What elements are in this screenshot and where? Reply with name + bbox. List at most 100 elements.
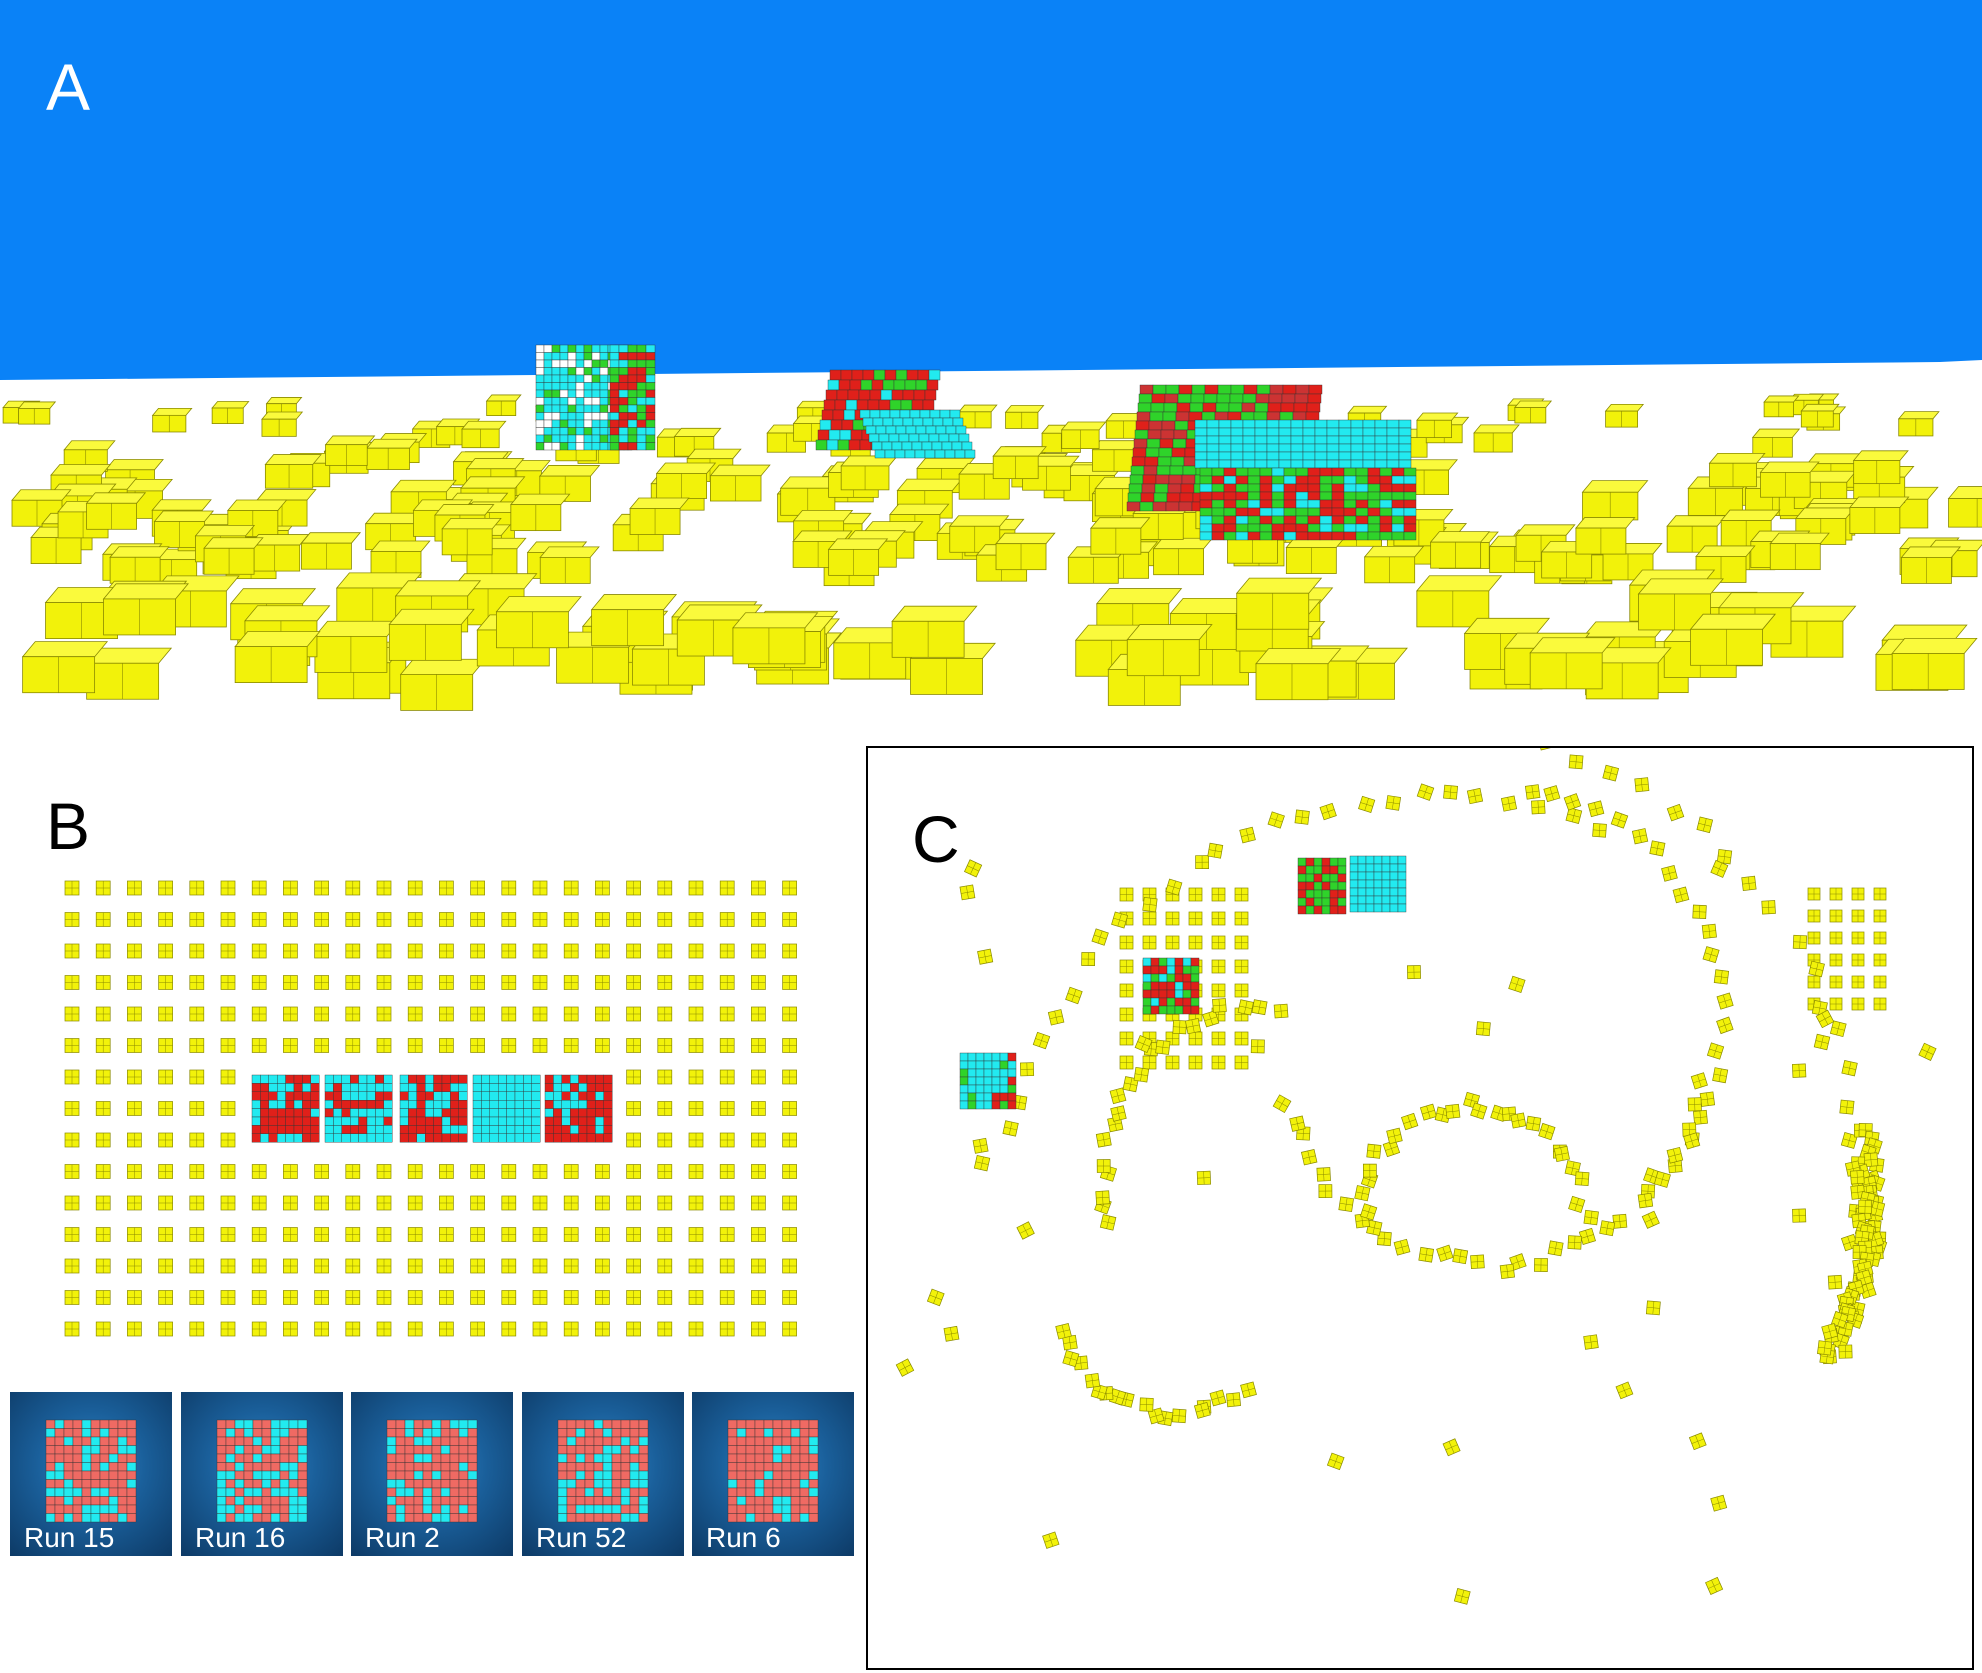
block (220, 1164, 236, 1179)
block (95, 1164, 111, 1179)
block (127, 1006, 142, 1022)
block (709, 464, 771, 502)
block (1807, 887, 1821, 901)
block (1062, 1350, 1080, 1368)
block (345, 1195, 361, 1211)
block (657, 943, 673, 959)
block (1769, 532, 1830, 571)
block (158, 1258, 173, 1274)
block (220, 912, 236, 927)
block (1240, 1381, 1257, 1399)
block (782, 1006, 797, 1022)
block (1418, 1246, 1435, 1263)
block (376, 975, 392, 990)
block (345, 880, 361, 896)
block (345, 975, 361, 990)
block (1466, 787, 1484, 805)
block (501, 1195, 517, 1211)
block (563, 1290, 579, 1305)
robots-top-view (959, 855, 1407, 1110)
block (407, 1164, 423, 1179)
block (532, 1006, 548, 1022)
block-grid-view (64, 880, 797, 1337)
block (1708, 452, 1766, 488)
block (1499, 1263, 1515, 1280)
robot (216, 1419, 308, 1523)
block (1645, 1300, 1661, 1316)
block (563, 943, 579, 959)
block (495, 596, 582, 649)
block (657, 1290, 673, 1305)
block (189, 1290, 205, 1305)
run-thumbnail: Run 15 (10, 1392, 172, 1556)
block (751, 1321, 766, 1337)
block (220, 943, 236, 959)
block (1119, 887, 1134, 902)
block (532, 912, 548, 927)
block (1184, 1018, 1202, 1035)
block (688, 1227, 704, 1242)
block (1615, 1381, 1634, 1400)
block (251, 1290, 267, 1305)
block (657, 1069, 673, 1085)
block (220, 1101, 236, 1116)
block (626, 975, 641, 990)
block (895, 1358, 915, 1377)
block (189, 975, 205, 990)
block (220, 1321, 236, 1337)
block (158, 1164, 173, 1179)
block (1165, 911, 1180, 926)
block (926, 1288, 945, 1307)
scattered-blocks (895, 748, 1937, 1605)
block (64, 1290, 80, 1305)
block (1119, 959, 1134, 974)
block (439, 1290, 454, 1305)
block (1251, 999, 1268, 1016)
block (189, 1132, 205, 1148)
block (251, 1227, 267, 1242)
block (688, 1164, 704, 1179)
block (595, 975, 610, 990)
block (127, 1038, 142, 1053)
block (407, 1321, 423, 1337)
block (64, 1164, 80, 1179)
block (732, 612, 819, 665)
block (1207, 842, 1224, 859)
block (470, 1227, 485, 1242)
block (376, 1290, 392, 1305)
block (1829, 931, 1843, 945)
block (470, 975, 485, 990)
block (719, 1069, 735, 1085)
block (441, 517, 502, 556)
block (1081, 952, 1096, 966)
block (251, 975, 267, 990)
block (1360, 1203, 1378, 1221)
block (1188, 887, 1203, 902)
block (1109, 1087, 1127, 1105)
block (657, 912, 673, 927)
block (248, 534, 310, 572)
block (657, 1038, 673, 1053)
block (1188, 1055, 1203, 1070)
block (719, 1164, 735, 1179)
block (127, 1132, 142, 1148)
block (1267, 811, 1285, 829)
block (563, 912, 579, 927)
block (719, 1321, 735, 1337)
block (1807, 931, 1821, 945)
block (1212, 998, 1227, 1013)
block (127, 1290, 142, 1305)
block (532, 1227, 548, 1242)
block (1055, 1322, 1072, 1340)
block (345, 1290, 361, 1305)
block (1705, 1576, 1724, 1595)
block (1416, 412, 1459, 438)
block (220, 1132, 236, 1148)
scattered-blocks-view (895, 748, 1937, 1605)
block (782, 1164, 797, 1179)
run-robot-image (216, 1419, 308, 1523)
block (1234, 959, 1249, 974)
robot (399, 1074, 468, 1143)
block (1002, 1120, 1019, 1137)
block (1211, 1055, 1226, 1070)
